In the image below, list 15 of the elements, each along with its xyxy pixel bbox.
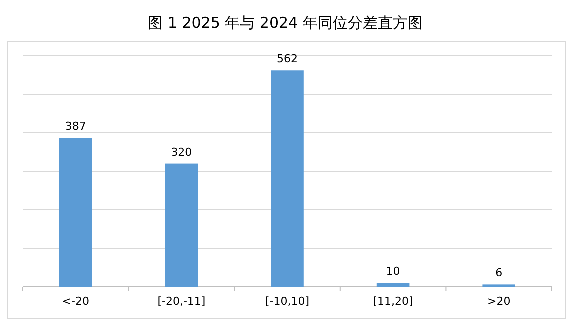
data-label: 10 — [386, 265, 400, 278]
x-tick-label: [11,20] — [373, 295, 414, 308]
bar — [60, 138, 92, 287]
x-tick-label: [-10,10] — [265, 295, 310, 308]
x-tick-label: [-20,-11] — [158, 295, 206, 308]
data-label: 562 — [277, 52, 298, 66]
data-label: 387 — [65, 120, 86, 134]
x-tick-label: >20 — [487, 295, 511, 308]
data-label: 6 — [496, 266, 503, 280]
bar — [376, 283, 410, 287]
data-label: 320 — [171, 146, 192, 159]
x-tick-label: <-20 — [62, 295, 90, 308]
bar — [165, 164, 198, 287]
bar — [271, 70, 304, 287]
chart-title: 图 1 2025 年与 2024 年同位分差直方图 — [148, 14, 423, 32]
